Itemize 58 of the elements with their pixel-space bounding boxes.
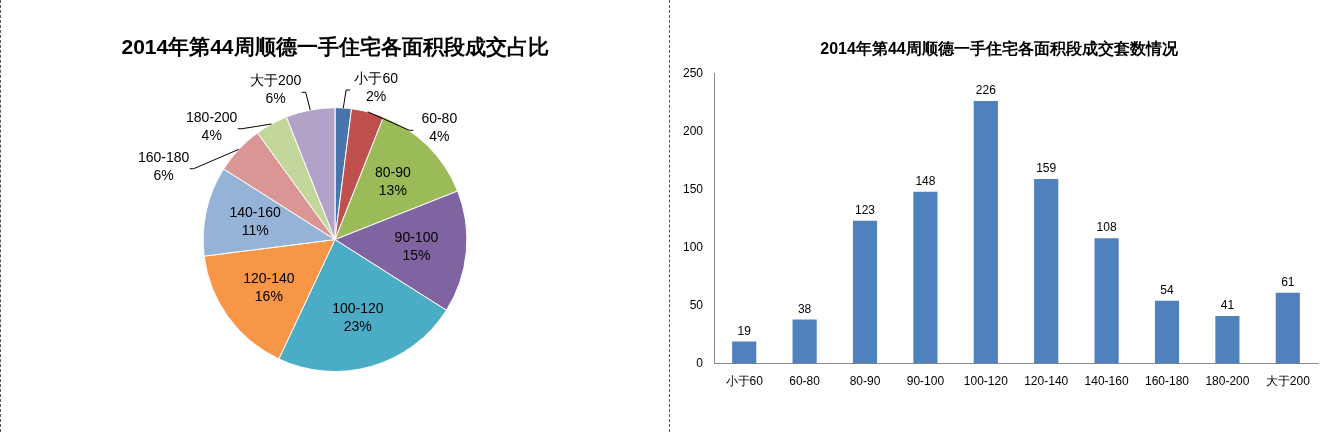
bar [973, 101, 998, 364]
slice-label: 100-120 [332, 299, 384, 316]
data-label: 54 [1160, 283, 1174, 298]
x-tick-label: 180-200 [1205, 374, 1250, 389]
bar [1034, 178, 1059, 364]
data-label: 148 [915, 174, 936, 188]
bar [1154, 300, 1180, 364]
data-label: 16% [254, 287, 283, 304]
data-label: 11% [241, 221, 269, 238]
slice-label: 大于200 [249, 72, 302, 89]
slice-label: 小于60 [354, 69, 399, 86]
bar [913, 191, 938, 364]
x-tick-label: 60-80 [789, 374, 821, 389]
x-tick-label: 大于200 [1265, 374, 1311, 389]
slice-label: 80-90 [374, 163, 411, 180]
y-tick-label: 150 [682, 181, 704, 196]
data-label: 4% [429, 128, 450, 145]
data-label: 61 [1281, 275, 1295, 290]
bar [732, 341, 757, 364]
y-tick-label: 250 [682, 65, 704, 80]
chart-title: 2014年第44周顺德一手住宅各面积段成交占比 [121, 35, 549, 59]
x-tick-label: 80-90 [849, 374, 881, 389]
slice-label: 90-100 [394, 229, 439, 246]
bar [1215, 315, 1240, 364]
data-label: 19 [737, 323, 752, 338]
x-tick-label: 160-180 [1144, 374, 1190, 389]
data-label: 41 [1220, 298, 1235, 313]
data-label: 123 [855, 203, 876, 218]
data-label: 23% [343, 317, 372, 334]
x-tick-label: 120-140 [1024, 374, 1069, 389]
data-label: 38 [797, 301, 812, 316]
data-label: 6% [153, 166, 174, 183]
data-label: 2% [366, 87, 387, 104]
slice-label: 140-160 [229, 203, 282, 220]
x-tick-label: 90-100 [906, 374, 945, 389]
data-label: 159 [1036, 161, 1057, 176]
slice-label: 60-80 [421, 110, 458, 127]
slice-label: 120-140 [243, 269, 295, 286]
bar [852, 220, 878, 364]
x-tick-label: 140-160 [1084, 374, 1129, 389]
data-label: 4% [201, 126, 222, 143]
y-tick-label: 50 [689, 297, 704, 312]
data-label: 226 [975, 83, 997, 98]
slice-label: 180-200 [186, 108, 238, 125]
x-tick-label: 100-120 [963, 374, 1009, 389]
bar [1275, 292, 1300, 364]
data-label: 6% [265, 90, 286, 107]
y-tick-label: 100 [682, 239, 704, 254]
bar [792, 319, 817, 364]
data-label: 15% [402, 247, 431, 264]
y-tick-label: 200 [682, 123, 704, 138]
data-label: 13% [378, 181, 407, 198]
data-label: 108 [1096, 220, 1117, 235]
bar [1094, 238, 1119, 364]
slice-label: 160-180 [137, 148, 190, 165]
y-tick-label: 0 [696, 355, 704, 370]
x-tick-label: 小于60 [725, 374, 764, 389]
chart-title: 2014年第44周顺德一手住宅各面积段成交套数情况 [820, 39, 1179, 58]
